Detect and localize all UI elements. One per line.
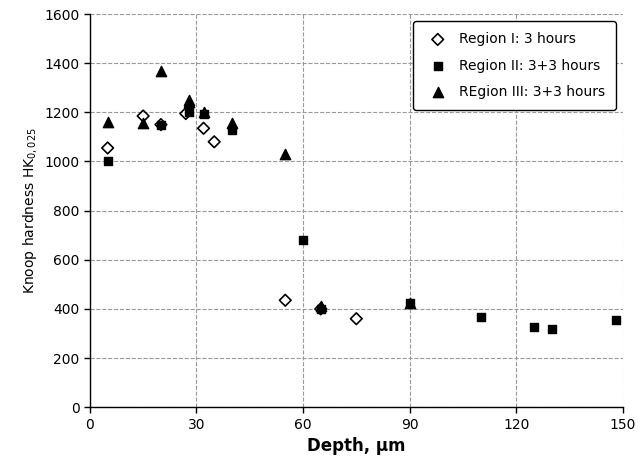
Region I: 3 hours: (32, 1.14e+03): 3 hours: (32, 1.14e+03) xyxy=(198,124,209,132)
Y-axis label: Knoop hardness HK$_{0,025}$: Knoop hardness HK$_{0,025}$ xyxy=(21,127,39,294)
REgion III: 3+3 hours: (5, 1.16e+03): 3+3 hours: (5, 1.16e+03) xyxy=(103,118,113,126)
Region II: 3+3 hours: (65, 400): 3+3 hours: (65, 400) xyxy=(316,305,326,313)
Region II: 3+3 hours: (148, 355): 3+3 hours: (148, 355) xyxy=(611,316,621,324)
Region II: 3+3 hours: (90, 425): 3+3 hours: (90, 425) xyxy=(404,299,415,307)
Region I: 3 hours: (65, 400): 3 hours: (65, 400) xyxy=(316,305,326,313)
Region II: 3+3 hours: (110, 365): 3+3 hours: (110, 365) xyxy=(476,314,486,321)
Region II: 3+3 hours: (40, 1.13e+03): 3+3 hours: (40, 1.13e+03) xyxy=(227,126,237,133)
REgion III: 3+3 hours: (20, 1.37e+03): 3+3 hours: (20, 1.37e+03) xyxy=(156,67,166,74)
REgion III: 3+3 hours: (32, 1.2e+03): 3+3 hours: (32, 1.2e+03) xyxy=(198,109,209,116)
Legend: Region I: 3 hours, Region II: 3+3 hours, REgion III: 3+3 hours: Region I: 3 hours, Region II: 3+3 hours,… xyxy=(413,21,616,110)
Region II: 3+3 hours: (32, 1.2e+03): 3+3 hours: (32, 1.2e+03) xyxy=(198,110,209,117)
REgion III: 3+3 hours: (90, 425): 3+3 hours: (90, 425) xyxy=(404,299,415,307)
Region I: 3 hours: (27, 1.2e+03): 3 hours: (27, 1.2e+03) xyxy=(180,110,191,117)
REgion III: 3+3 hours: (15, 1.16e+03): 3+3 hours: (15, 1.16e+03) xyxy=(138,120,148,127)
Region II: 3+3 hours: (20, 1.15e+03): 3+3 hours: (20, 1.15e+03) xyxy=(156,121,166,128)
Region II: 3+3 hours: (28, 1.2e+03): 3+3 hours: (28, 1.2e+03) xyxy=(184,109,195,116)
REgion III: 3+3 hours: (65, 410): 3+3 hours: (65, 410) xyxy=(316,303,326,310)
Region I: 3 hours: (55, 435): 3 hours: (55, 435) xyxy=(280,297,290,304)
Region I: 3 hours: (15, 1.18e+03): 3 hours: (15, 1.18e+03) xyxy=(138,112,148,120)
Region II: 3+3 hours: (5, 1e+03): 3+3 hours: (5, 1e+03) xyxy=(103,158,113,165)
Region I: 3 hours: (5, 1.06e+03): 3 hours: (5, 1.06e+03) xyxy=(103,144,113,152)
REgion III: 3+3 hours: (28, 1.24e+03): 3+3 hours: (28, 1.24e+03) xyxy=(184,99,195,106)
REgion III: 3+3 hours: (55, 1.03e+03): 3+3 hours: (55, 1.03e+03) xyxy=(280,150,290,158)
REgion III: 3+3 hours: (28, 1.25e+03): 3+3 hours: (28, 1.25e+03) xyxy=(184,96,195,104)
Region II: 3+3 hours: (60, 680): 3+3 hours: (60, 680) xyxy=(298,236,308,244)
Region I: 3 hours: (35, 1.08e+03): 3 hours: (35, 1.08e+03) xyxy=(209,138,220,146)
Region II: 3+3 hours: (130, 320): 3+3 hours: (130, 320) xyxy=(546,325,557,332)
Region I: 3 hours: (75, 360): 3 hours: (75, 360) xyxy=(351,315,361,322)
X-axis label: Depth, μm: Depth, μm xyxy=(307,437,406,455)
Region I: 3 hours: (20, 1.15e+03): 3 hours: (20, 1.15e+03) xyxy=(156,121,166,128)
Region II: 3+3 hours: (125, 325): 3+3 hours: (125, 325) xyxy=(529,323,539,331)
REgion III: 3+3 hours: (40, 1.16e+03): 3+3 hours: (40, 1.16e+03) xyxy=(227,120,237,127)
